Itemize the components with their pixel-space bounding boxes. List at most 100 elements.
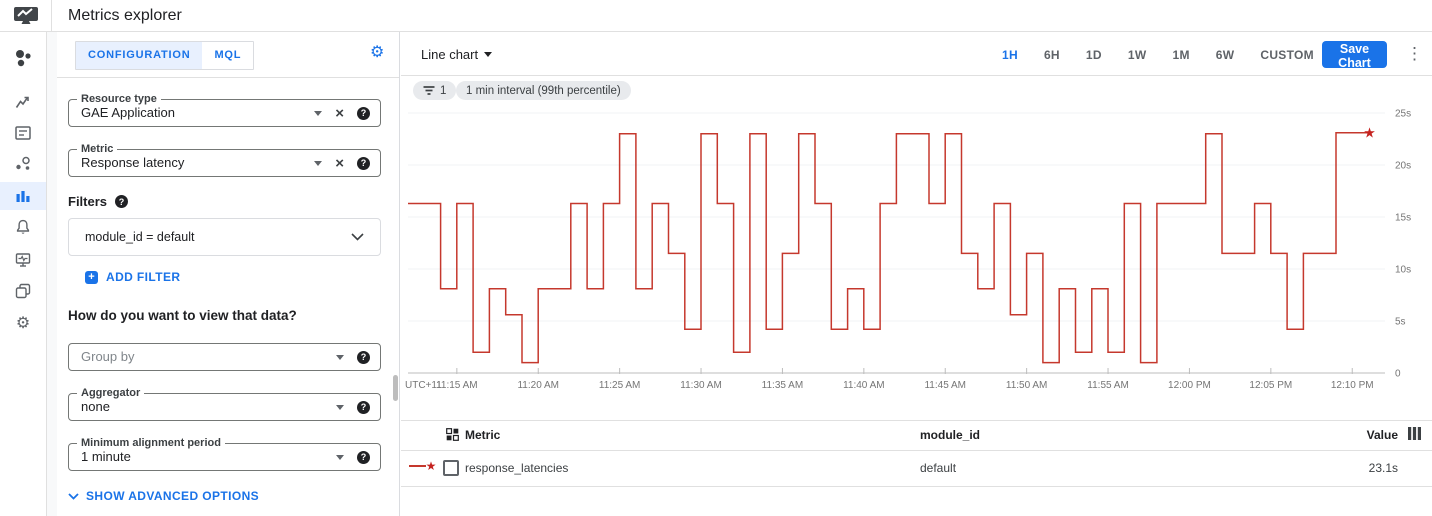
clear-icon[interactable]: ×: [335, 154, 344, 172]
svg-text:UTC+11: UTC+11: [405, 380, 442, 391]
page-title: Metrics explorer: [68, 7, 182, 24]
help-icon[interactable]: ?: [357, 400, 370, 414]
aggregator-field[interactable]: Aggregator none ?: [68, 387, 381, 421]
save-chart-button[interactable]: Save Chart: [1322, 41, 1387, 70]
svg-text:11:25 AM: 11:25 AM: [599, 380, 641, 391]
metrics-line-chart[interactable]: 25s 20s 15s 10s 5s 0 11:15 AM 11:20 AM 11:25 AM 1…: [401, 100, 1432, 396]
group-by-placeholder: Group by: [81, 349, 135, 364]
sidebar-item-overview[interactable]: [0, 44, 46, 72]
row-module-id: default: [920, 461, 957, 475]
chart-settings-gear-icon[interactable]: ⚙: [370, 44, 385, 61]
app-header: [0, 0, 1432, 32]
row-checkbox[interactable]: [443, 460, 459, 476]
trend-chart-icon: [15, 96, 29, 108]
sidebar-item-metrics[interactable]: [0, 89, 46, 117]
resource-type-field[interactable]: Resource type GAE Application × ?: [68, 93, 381, 127]
settings-gear-icon: ⚙: [15, 315, 31, 332]
chart-type-label: Line chart: [421, 47, 479, 62]
help-icon[interactable]: ?: [357, 156, 370, 170]
sidebar-item-uptime-checks[interactable]: [0, 246, 46, 274]
chart-type-dropdown[interactable]: Line chart: [421, 41, 493, 68]
group-by-field[interactable]: Group by ?: [68, 343, 381, 371]
filter-value: module_id = default: [85, 230, 195, 244]
min-alignment-field[interactable]: Minimum alignment period 1 minute ?: [68, 437, 381, 471]
time-range-6w[interactable]: 6W: [1215, 47, 1235, 62]
bar-chart-icon: [16, 190, 30, 202]
svg-text:11:30 AM: 11:30 AM: [680, 380, 722, 391]
min-alignment-label: Minimum alignment period: [77, 437, 225, 449]
row-value: 23.1s: [1368, 461, 1398, 475]
sidebar-item-services[interactable]: [0, 150, 46, 178]
filters-section-label: Filters ?: [68, 194, 129, 209]
time-range-1h[interactable]: 1H: [1002, 47, 1018, 62]
svg-text:11:35 AM: 11:35 AM: [762, 380, 804, 391]
aggregator-value: none: [81, 399, 110, 414]
divider: [401, 486, 1432, 487]
time-range-1m[interactable]: 1M: [1172, 47, 1190, 62]
tab-configuration[interactable]: CONFIGURATION: [76, 42, 203, 69]
legend-grid-icon[interactable]: [446, 428, 459, 446]
svg-text:5s: 5s: [1395, 317, 1406, 328]
help-icon[interactable]: ?: [115, 195, 129, 208]
svg-text:12:05 PM: 12:05 PM: [1249, 380, 1292, 391]
interval-chip[interactable]: 1 min interval (99th percentile): [456, 81, 631, 100]
overview-circles-icon: [16, 50, 31, 67]
dropdown-caret-icon[interactable]: [336, 454, 344, 460]
column-header-value[interactable]: Value: [1366, 428, 1398, 442]
series-legend-swatch: ★: [409, 459, 439, 478]
sidebar-item-groups[interactable]: [0, 277, 46, 305]
help-icon[interactable]: ?: [357, 106, 370, 120]
dropdown-caret-icon[interactable]: [336, 354, 344, 360]
more-options-icon[interactable]: ⋮: [1406, 44, 1423, 63]
resource-type-label: Resource type: [77, 93, 161, 105]
time-range-1d[interactable]: 1D: [1085, 47, 1102, 62]
services-dots-icon: [16, 156, 30, 170]
dropdown-caret-icon[interactable]: [336, 404, 344, 410]
add-filter-label: ADD FILTER: [106, 270, 181, 284]
svg-text:11:55 AM: 11:55 AM: [1087, 380, 1129, 391]
column-header-module-id[interactable]: module_id: [920, 428, 981, 442]
chevron-down-icon: [351, 233, 364, 241]
metric-label: Metric: [77, 143, 118, 155]
sidebar-item-alerting[interactable]: [0, 213, 46, 241]
filter-count-chip[interactable]: 1: [413, 81, 457, 100]
metric-field[interactable]: Metric Response latency × ?: [68, 143, 381, 177]
svg-text:12:00 PM: 12:00 PM: [1168, 380, 1211, 391]
filter-expander[interactable]: module_id = default: [68, 218, 381, 256]
config-tab-group: CONFIGURATION MQL: [75, 41, 255, 70]
show-advanced-options-button[interactable]: SHOW ADVANCED OPTIONS: [68, 489, 259, 503]
config-scrollbar-thumb[interactable]: [393, 375, 398, 401]
metric-value: Response latency: [81, 155, 185, 170]
svg-text:10s: 10s: [1395, 265, 1411, 276]
monitoring-logo-icon[interactable]: [0, 0, 52, 31]
resource-type-value: GAE Application: [81, 105, 175, 120]
sidebar-item-dashboards[interactable]: [0, 119, 46, 147]
svg-text:11:45 AM: 11:45 AM: [924, 380, 966, 391]
time-range-6h[interactable]: 6H: [1043, 47, 1060, 62]
time-range-custom[interactable]: CUSTOM: [1260, 47, 1314, 62]
sidebar-item-metrics-explorer[interactable]: [0, 182, 46, 210]
column-header-metric[interactable]: Metric: [465, 428, 501, 442]
uptime-monitor-icon: [15, 253, 31, 267]
divider: [401, 420, 1432, 421]
clear-icon[interactable]: ×: [335, 104, 344, 122]
interval-chip-label: 1 min interval (99th percentile): [466, 84, 621, 97]
row-metric-name[interactable]: response_latencies: [465, 461, 569, 475]
sidebar-item-settings[interactable]: ⚙: [0, 310, 46, 338]
filter-funnel-icon: [423, 86, 435, 95]
time-range-1w[interactable]: 1W: [1127, 47, 1147, 62]
columns-icon[interactable]: [1408, 427, 1421, 445]
dropdown-caret-icon: [484, 52, 493, 57]
dropdown-caret-icon[interactable]: [314, 160, 323, 166]
dropdown-caret-icon[interactable]: [314, 110, 323, 116]
add-filter-button[interactable]: + ADD FILTER: [85, 270, 180, 284]
svg-text:11:20 AM: 11:20 AM: [517, 380, 559, 391]
svg-text:0: 0: [1395, 369, 1401, 380]
filter-count: 1: [440, 84, 447, 97]
tab-mql[interactable]: MQL: [202, 42, 254, 69]
help-icon[interactable]: ?: [357, 450, 370, 464]
divider: [401, 450, 1432, 451]
svg-text:11:40 AM: 11:40 AM: [843, 380, 885, 391]
help-icon[interactable]: ?: [357, 350, 370, 364]
chevron-down-icon: [68, 492, 79, 500]
